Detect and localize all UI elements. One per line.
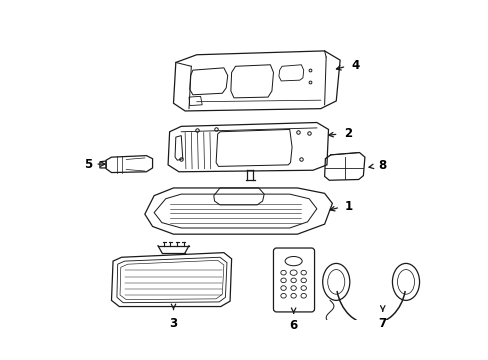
Text: 3: 3 [169, 317, 177, 330]
Text: 2: 2 [343, 127, 351, 140]
Text: 8: 8 [378, 159, 386, 172]
Text: 1: 1 [345, 200, 352, 213]
Text: 4: 4 [350, 59, 359, 72]
Text: 6: 6 [289, 319, 297, 332]
Text: 5: 5 [84, 158, 92, 171]
Text: 7: 7 [378, 317, 386, 330]
